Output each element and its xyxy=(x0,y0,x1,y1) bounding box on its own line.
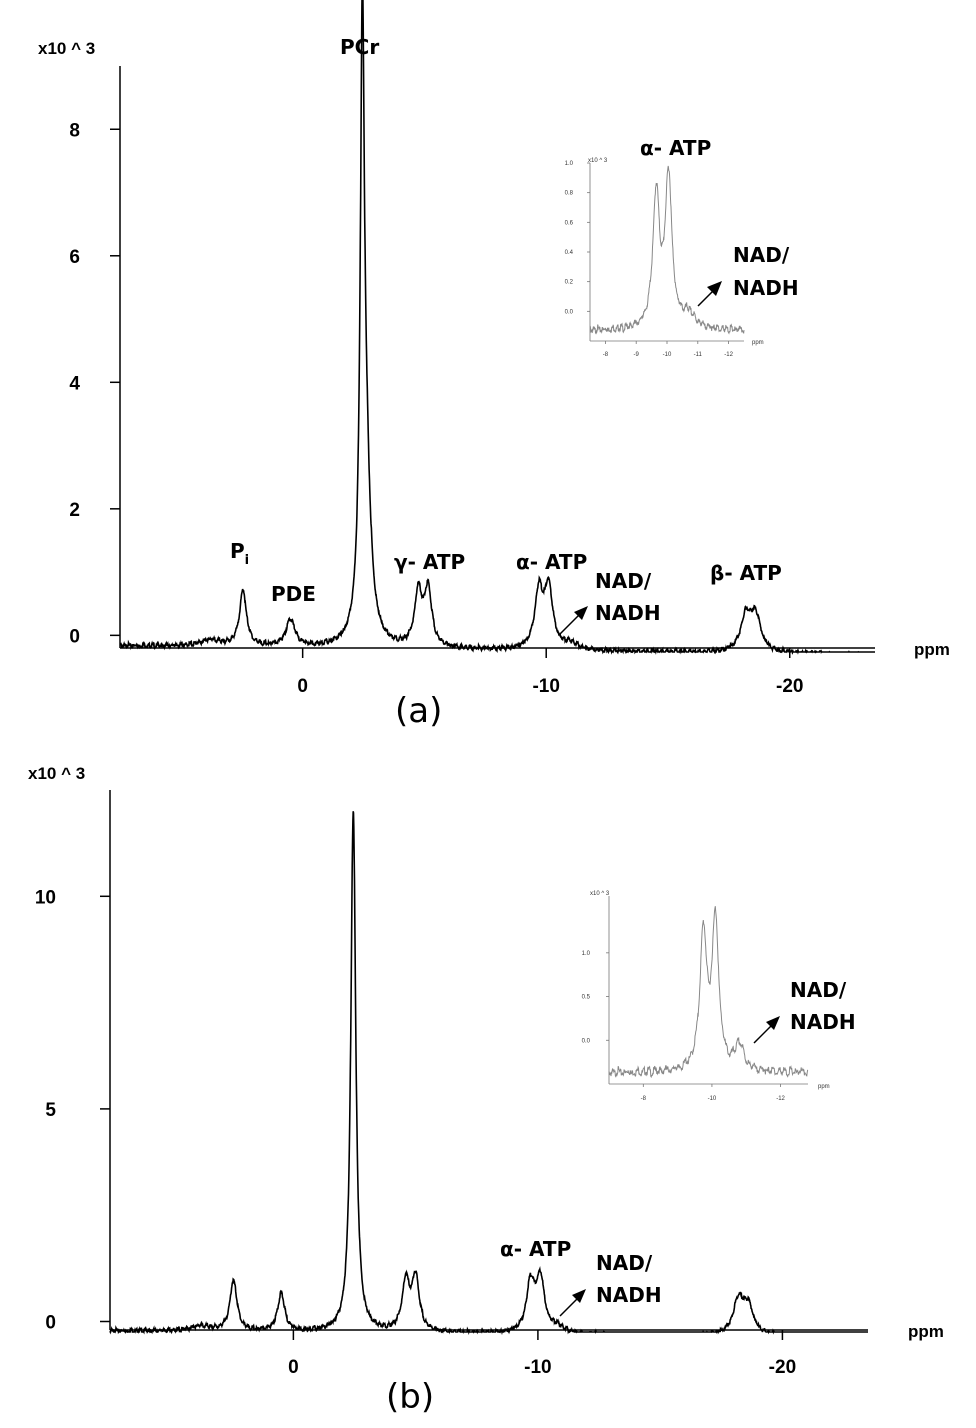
x-tick-label: -12 xyxy=(776,1096,785,1102)
panel-a: x10 ^ 3 0 2 4 6 8 0 -10 -20 ppm (a) PCr Pi PDE… xyxy=(38,0,950,731)
y-tick-label: 10 xyxy=(35,887,56,908)
x-tick-label: -10 xyxy=(532,676,559,697)
x-tick-label: -20 xyxy=(769,1357,796,1378)
annotation-b-nad-arrow xyxy=(559,1289,586,1317)
y-tick-label: 8 xyxy=(69,120,80,141)
panel-b-xlabel: ppm xyxy=(908,1322,944,1341)
annotation-pcr: PCr xyxy=(340,35,379,59)
inset-a-annotation-alpha-atp: α- ATP xyxy=(640,136,711,160)
inset-b-annotation-nad: NAD/ xyxy=(790,978,847,1002)
y-tick-label: 0 xyxy=(69,626,80,647)
annotation-pi-main: P xyxy=(230,539,245,563)
y-tick-label: 0.0 xyxy=(582,1038,591,1044)
x-tick-label: -8 xyxy=(641,1096,647,1102)
x-tick-label: -9 xyxy=(634,352,640,358)
y-tick-label: 1.0 xyxy=(582,951,591,957)
panel-a-inset-xlabel: ppm xyxy=(752,340,764,346)
panel-b-inset-xlabel: ppm xyxy=(818,1084,830,1090)
panel-b-label: (b) xyxy=(386,1377,434,1417)
panel-b-x-ticks: 0 -10 -20 xyxy=(288,1330,796,1378)
y-tick-label: 0 xyxy=(45,1312,56,1333)
annotation-b-alpha-atp: α- ATP xyxy=(500,1237,571,1261)
x-tick-label: 0 xyxy=(288,1357,299,1378)
panel-a-label: (a) xyxy=(395,691,442,731)
panel-b-inset-x-ticks: -8 -10 -12 xyxy=(641,1084,786,1102)
y-tick-label: 0.8 xyxy=(565,191,574,197)
inset-a-annotation-nadh: NADH xyxy=(733,276,799,300)
inset-b-annotation-nadh: NADH xyxy=(790,1010,856,1034)
x-tick-label: -10 xyxy=(663,352,672,358)
x-tick-label: 0 xyxy=(297,676,308,697)
y-tick-label: 4 xyxy=(69,373,80,394)
x-tick-label: -20 xyxy=(776,676,803,697)
annotation-nad: NAD/ xyxy=(595,569,652,593)
panel-b-inset-y-ticks: 0.0 0.5 1.0 xyxy=(582,951,609,1044)
y-tick-label: 0.0 xyxy=(565,309,574,315)
inset-b-nad-arrow xyxy=(753,1016,780,1044)
x-tick-label: -10 xyxy=(524,1357,551,1378)
panel-b-y-multiplier: x10 ^ 3 xyxy=(28,764,85,783)
annotation-pde: PDE xyxy=(271,582,316,606)
panel-b: x10 ^ 3 0 5 10 0 -10 -20 ppm (b) α- ATP NAD/… xyxy=(28,764,944,1417)
x-tick-label: -10 xyxy=(708,1096,717,1102)
x-tick-label: -11 xyxy=(694,352,703,358)
y-tick-label: 0.4 xyxy=(565,250,574,256)
panel-a-inset-y-multiplier: x10 ^ 3 xyxy=(588,158,608,164)
y-tick-label: 0.5 xyxy=(582,995,591,1001)
y-tick-label: 0.6 xyxy=(565,220,574,226)
inset-a-nad-arrow xyxy=(697,281,722,307)
annotation-gamma-atp: γ- ATP xyxy=(394,550,465,574)
panel-b-inset-y-multiplier: x10 ^ 3 xyxy=(590,891,610,897)
panel-b-inset-axes xyxy=(608,896,808,1085)
panel-b-inset: x10 ^ 3 0.0 0.5 1.0 -8 -10 -12 ppm NAD/ NADH xyxy=(582,891,856,1102)
panel-a-inset-y-ticks: 0.0 0.2 0.4 0.6 0.8 1.0 xyxy=(565,161,590,315)
panel-a-inset-spectrum-line xyxy=(589,165,745,335)
y-tick-label: 0.2 xyxy=(565,280,574,286)
y-tick-label: 1.0 xyxy=(565,161,574,167)
panel-a-xlabel: ppm xyxy=(914,640,950,659)
panel-a-spectrum-line xyxy=(119,0,875,656)
annotation-beta-atp: β- ATP xyxy=(710,561,782,585)
annotation-alpha-atp: α- ATP xyxy=(516,550,587,574)
inset-a-annotation-nad: NAD/ xyxy=(733,243,790,267)
panel-a-inset: x10 ^ 3 0.0 0.2 0.4 0.6 0.8 1.0 -8 -9 -10 -11 -12… xyxy=(565,136,799,358)
panel-a-y-ticks: 0 2 4 6 8 xyxy=(69,120,120,647)
y-tick-label: 6 xyxy=(69,247,80,268)
panel-b-y-ticks: 0 5 10 xyxy=(35,887,110,1333)
annotation-b-nad: NAD/ xyxy=(596,1251,653,1275)
y-tick-label: 2 xyxy=(69,500,80,521)
panel-b-spectrum-line xyxy=(109,811,868,1336)
panel-a-y-multiplier: x10 ^ 3 xyxy=(38,39,95,58)
x-tick-label: -8 xyxy=(603,352,609,358)
y-tick-label: 5 xyxy=(45,1100,56,1121)
annotation-nad-arrow xyxy=(559,606,588,635)
panel-a-inset-x-ticks: -8 -9 -10 -11 -12 xyxy=(603,341,734,358)
panel-a-x-ticks: 0 -10 -20 xyxy=(297,648,803,697)
annotation-b-nadh: NADH xyxy=(596,1283,662,1307)
x-tick-label: -12 xyxy=(724,352,733,358)
annotation-nadh: NADH xyxy=(595,601,661,625)
annotation-pi-sub: i xyxy=(245,553,249,568)
panel-b-inset-spectrum-line xyxy=(608,906,809,1079)
annotation-pi: Pi xyxy=(230,539,249,568)
panel-b-axes xyxy=(109,790,868,1331)
